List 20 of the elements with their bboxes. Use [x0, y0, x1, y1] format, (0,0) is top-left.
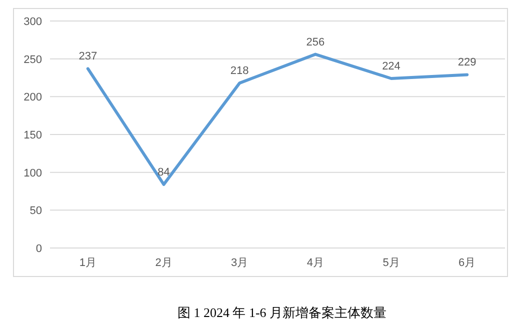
data-label: 84: [158, 166, 170, 178]
data-label: 224: [382, 60, 400, 73]
x-tick-label: 4月: [306, 257, 324, 269]
y-tick-label: 150: [24, 130, 42, 142]
y-tick-label: 200: [24, 92, 42, 104]
data-label: 256: [306, 36, 325, 48]
y-tick-label: 300: [24, 16, 42, 28]
y-tick-label: 250: [24, 54, 42, 66]
y-tick-label: 0: [36, 243, 42, 255]
data-label: 218: [230, 65, 249, 78]
x-tick-label: 1月: [79, 257, 96, 269]
y-tick-label: 50: [30, 205, 42, 218]
x-tick-label: 3月: [231, 257, 248, 269]
x-tick-label: 6月: [458, 257, 476, 269]
x-tick-label: 2月: [155, 257, 172, 269]
text: 图 1 2024 年 1-6 月新增备案主体数量: [177, 305, 387, 320]
x-tick-label: 5月: [382, 257, 400, 269]
y-tick-label: 100: [24, 167, 42, 180]
data-label: 229: [458, 56, 476, 69]
data-label: 237: [78, 50, 98, 63]
